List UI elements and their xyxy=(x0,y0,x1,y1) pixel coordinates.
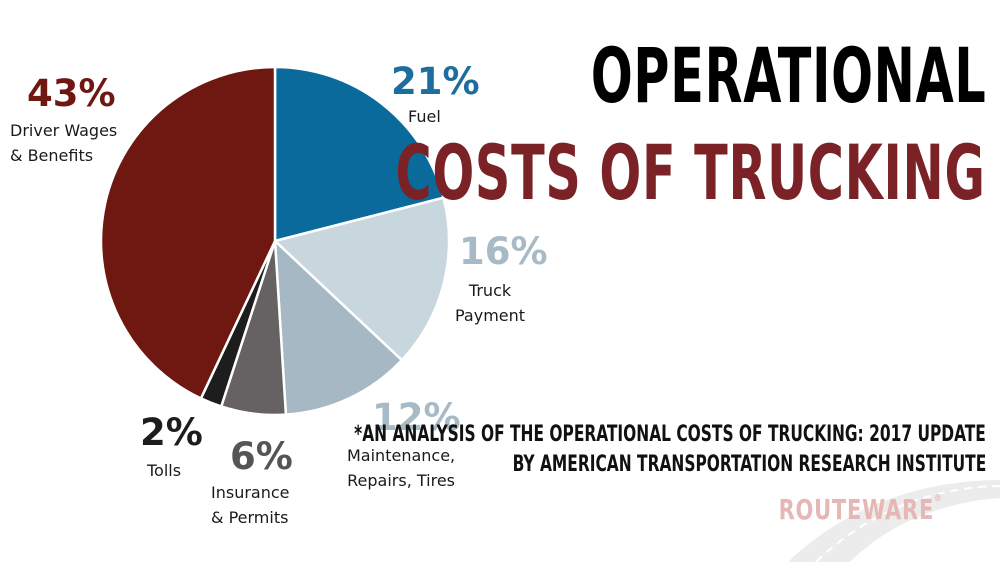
source-note-line2: BY AMERICAN TRANSPORTATION RESEARCH INST… xyxy=(512,452,986,477)
routeware-logo: ROUTEWARE® xyxy=(778,493,942,526)
pie-slice-driver-wages xyxy=(99,65,277,400)
data-label-driver-wages: 43% xyxy=(27,72,116,115)
road-swoosh-graphic xyxy=(788,480,1000,562)
data-label-fuel: 21% xyxy=(391,60,480,103)
category-label-tolls: Tolls xyxy=(147,461,182,480)
logo-text: ROUTEWARE xyxy=(778,493,934,526)
data-label-insurance: 6% xyxy=(230,435,293,478)
pie-chart xyxy=(99,65,451,417)
data-label-truck-payment: 16% xyxy=(459,230,548,273)
category-label-insurance: Insurance & Permits xyxy=(211,483,290,527)
category-label-maintenance: Maintenance, Repairs, Tires xyxy=(347,446,456,490)
source-note-line1: *AN ANALYSIS OF THE OPERATIONAL COSTS OF… xyxy=(354,422,986,447)
category-label-truck-payment: Truck Payment xyxy=(455,281,526,325)
chart-title-line1: OPERATIONAL xyxy=(590,31,986,120)
registered-mark: ® xyxy=(933,493,942,504)
data-label-tolls: 2% xyxy=(140,411,203,454)
pie-slice-truck-payment xyxy=(273,196,451,362)
chart-title-line2: COSTS OF TRUCKING xyxy=(395,128,986,217)
data-label-maintenance: 12% xyxy=(372,396,461,439)
pie-slice-maintenance xyxy=(273,239,404,416)
category-label-fuel: Fuel xyxy=(408,107,441,126)
category-label-driver-wages: Driver Wages & Benefits xyxy=(10,121,118,165)
pie-slice-fuel xyxy=(273,65,445,243)
